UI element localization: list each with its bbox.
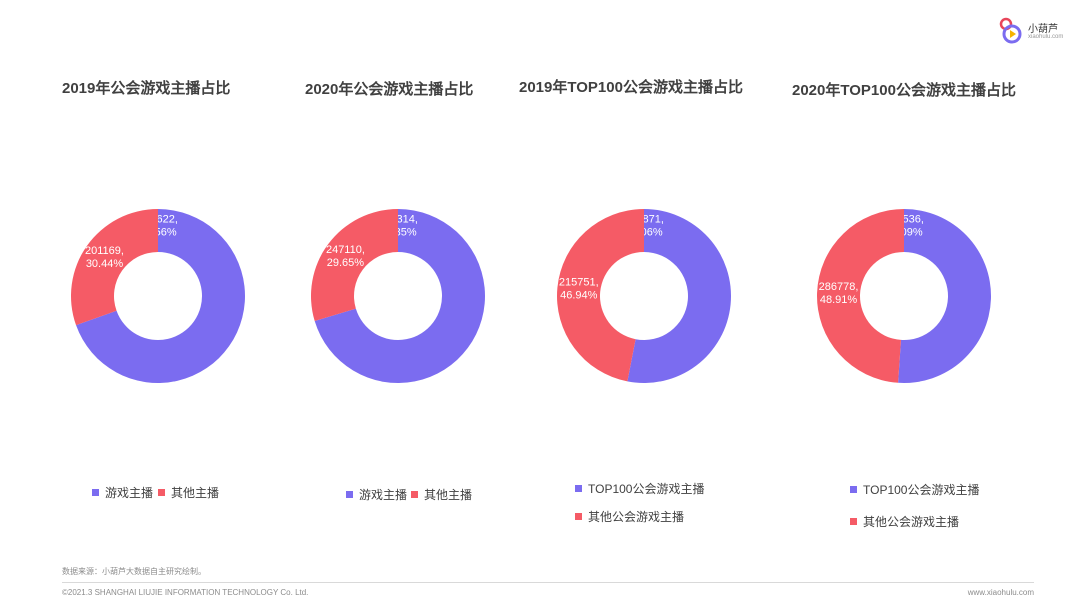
legend-swatch xyxy=(850,486,857,493)
legend-item-1-game: 游戏主播 xyxy=(92,484,153,501)
legend-label: 其他公会游戏主播 xyxy=(588,510,685,524)
legend-label: 游戏主播 xyxy=(359,488,408,502)
donut-slice-secondary xyxy=(557,209,644,382)
legend-swatch xyxy=(92,489,99,496)
legend-item-3-other: 其他公会游戏主播 xyxy=(575,508,684,525)
chart-title-2: 2020年公会游戏主播占比 xyxy=(305,81,474,98)
brand-name: 小葫芦 xyxy=(1028,24,1058,35)
donut-chart-2: 586314,70.35%247110,29.65% xyxy=(311,209,485,383)
brand-logo: 小葫芦 xiaohulu.com xyxy=(998,16,1068,46)
chart-title-4: 2020年TOP100公会游戏主播占比 xyxy=(792,82,1016,99)
donut-chart-4: 299536,51.09%286778,48.91% xyxy=(817,209,991,383)
legend-item-1-other: 其他主播 xyxy=(158,484,219,501)
donut-chart-1: 459622,69.56%201169,30.44% xyxy=(70,209,245,383)
legend-item-2-other: 其他主播 xyxy=(411,486,472,503)
gourd-logo-icon xyxy=(999,17,1022,44)
slice-value-label: 201169, 30.44% xyxy=(85,245,124,270)
donut-slice-secondary xyxy=(311,209,398,322)
legend-item-3-top100: TOP100公会游戏主播 xyxy=(575,480,704,497)
legend-item-2-game: 游戏主播 xyxy=(346,486,407,503)
legend-swatch xyxy=(575,485,582,492)
website-link[interactable]: www.xiaohulu.com xyxy=(967,588,1034,597)
legend-label: TOP100公会游戏主播 xyxy=(863,483,980,497)
legend-swatch xyxy=(346,491,353,498)
copyright-text: ©2021.3 SHANGHAI LIUJIE INFORMATION TECH… xyxy=(62,588,309,597)
legend-label: 其他主播 xyxy=(171,486,220,500)
chart-title-1: 2019年公会游戏主播占比 xyxy=(62,80,231,97)
footer-divider xyxy=(62,582,1034,583)
data-source-note: 数据来源：小葫芦大数据自主研究绘制。 xyxy=(62,567,206,576)
slice-value-label: 247110, 29.65% xyxy=(326,244,365,269)
legend-swatch xyxy=(850,518,857,525)
legend-swatch xyxy=(158,489,165,496)
legend-label: 其他公会游戏主播 xyxy=(863,515,960,529)
legend-label: 其他主播 xyxy=(424,488,473,502)
slice-value-label: 286778, 48.91% xyxy=(819,281,859,306)
slice-value-label: 215751, 46.94% xyxy=(559,277,599,302)
donut-slice-primary xyxy=(314,209,485,383)
chart-title-3: 2019年TOP100公会游戏主播占比 xyxy=(519,79,743,96)
legend-item-4-top100: TOP100公会游戏主播 xyxy=(850,481,979,498)
legend-label: 游戏主播 xyxy=(105,486,154,500)
brand-domain: xiaohulu.com xyxy=(1028,34,1064,40)
legend-swatch xyxy=(575,513,582,520)
legend-item-4-other: 其他公会游戏主播 xyxy=(850,513,959,530)
donut-slice-primary xyxy=(898,209,991,383)
donut-slice-secondary xyxy=(817,209,904,383)
donut-slice-primary xyxy=(76,209,245,383)
legend-swatch xyxy=(411,491,418,498)
donut-chart-3: 243871,53.06%215751,46.94% xyxy=(557,209,732,383)
donut-slice-primary xyxy=(627,209,732,383)
legend-label: TOP100公会游戏主播 xyxy=(588,482,705,496)
donut-slice-secondary xyxy=(70,209,158,326)
